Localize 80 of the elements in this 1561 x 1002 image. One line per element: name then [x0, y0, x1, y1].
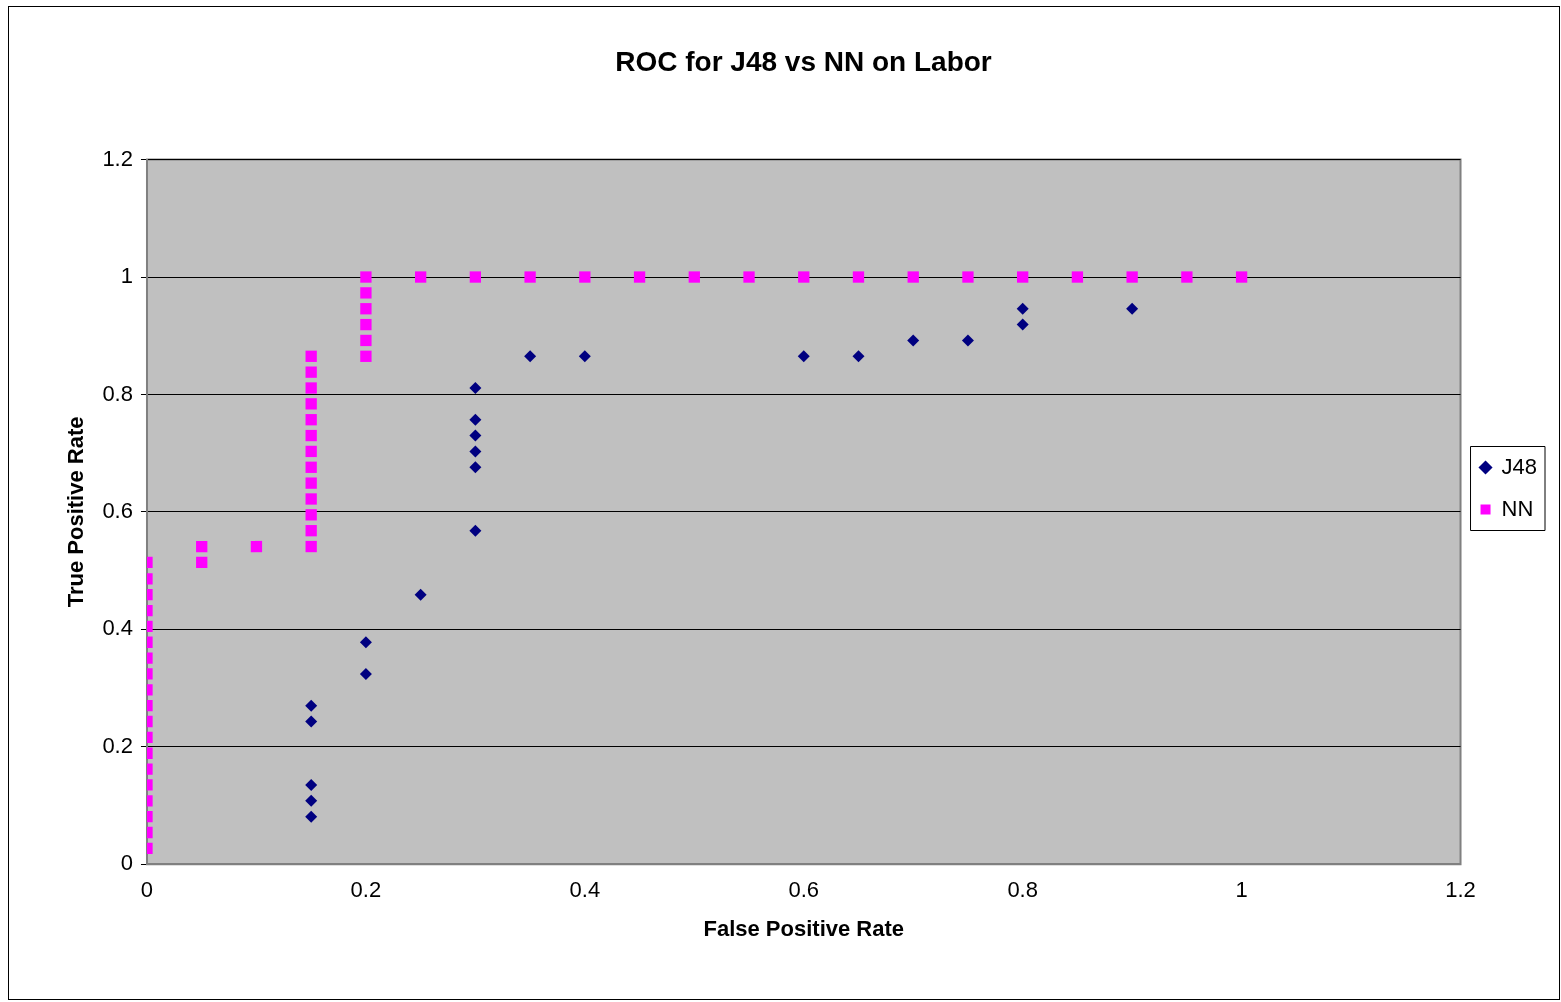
x-tick-label: 1.2: [1445, 877, 1476, 903]
point: [907, 271, 919, 283]
chart-title: ROC for J48 vs NN on Labor: [615, 45, 992, 77]
point: [360, 318, 372, 331]
point: [305, 810, 318, 823]
point: [633, 271, 646, 283]
point: [305, 715, 318, 728]
point: [305, 461, 317, 473]
point: [250, 540, 263, 553]
point: [907, 334, 920, 347]
y-tick-label: 1: [120, 263, 133, 289]
point: [579, 271, 591, 283]
point: [469, 524, 482, 537]
point: [1016, 302, 1029, 315]
y-axis-title: True Positive Rate: [63, 416, 89, 608]
x-axis-title: False Positive Rate: [703, 915, 905, 941]
point: [743, 271, 755, 283]
y-tick-label: 0: [120, 850, 133, 876]
y-tick-label: 0.8: [102, 380, 133, 406]
point: [360, 271, 372, 283]
point: [360, 350, 372, 362]
point: [1126, 302, 1139, 315]
point: [961, 334, 974, 347]
point: [852, 271, 865, 283]
point: [1181, 271, 1193, 283]
point: [414, 271, 427, 283]
point: [305, 525, 317, 537]
point: [360, 334, 372, 347]
point: [1071, 271, 1084, 283]
point: [962, 271, 974, 283]
point: [360, 287, 372, 299]
point: [196, 540, 208, 553]
point: [305, 366, 317, 378]
x-tick-label: 0.6: [788, 877, 820, 903]
point: [305, 477, 317, 489]
point: [360, 303, 372, 315]
point: [305, 350, 317, 362]
x-tick-label: 0.8: [1007, 877, 1038, 903]
point: [305, 445, 317, 458]
point: [469, 382, 482, 395]
point: [305, 493, 317, 505]
point: [359, 636, 372, 649]
point: [1126, 271, 1138, 283]
point: [524, 271, 536, 283]
x-tick-label: 0: [140, 877, 154, 903]
point: [688, 271, 700, 283]
point: [469, 413, 482, 426]
y-tick-label: 0.4: [102, 615, 133, 641]
point: [1017, 271, 1029, 283]
point: [414, 588, 427, 601]
point: [305, 429, 317, 442]
point: [469, 445, 482, 458]
point: [469, 429, 482, 442]
point: [524, 350, 537, 363]
y-tick-label: 0.6: [102, 497, 133, 523]
y-tick-label: 0.2: [102, 732, 133, 758]
point: [469, 271, 482, 283]
point: [797, 350, 810, 363]
legend-label: J48: [1501, 453, 1538, 479]
legend-label: NN: [1501, 495, 1534, 521]
x-tick-label: 0.4: [569, 877, 601, 903]
point: [1235, 271, 1248, 283]
x-tick-label: 0.2: [350, 877, 382, 903]
point: [305, 540, 317, 553]
point: [305, 778, 318, 791]
point: [578, 350, 591, 363]
point: [196, 556, 208, 569]
point: [305, 382, 317, 394]
point: [852, 350, 865, 363]
point: [305, 398, 317, 410]
point: [1016, 318, 1029, 331]
point: [305, 699, 318, 712]
x-tick-label: 1: [1235, 877, 1248, 903]
point: [359, 667, 372, 680]
y-tick-label: 1.2: [102, 145, 133, 171]
point: [798, 271, 810, 283]
point: [305, 414, 317, 426]
point: [305, 509, 317, 521]
point: [469, 461, 482, 474]
point: [305, 794, 318, 807]
